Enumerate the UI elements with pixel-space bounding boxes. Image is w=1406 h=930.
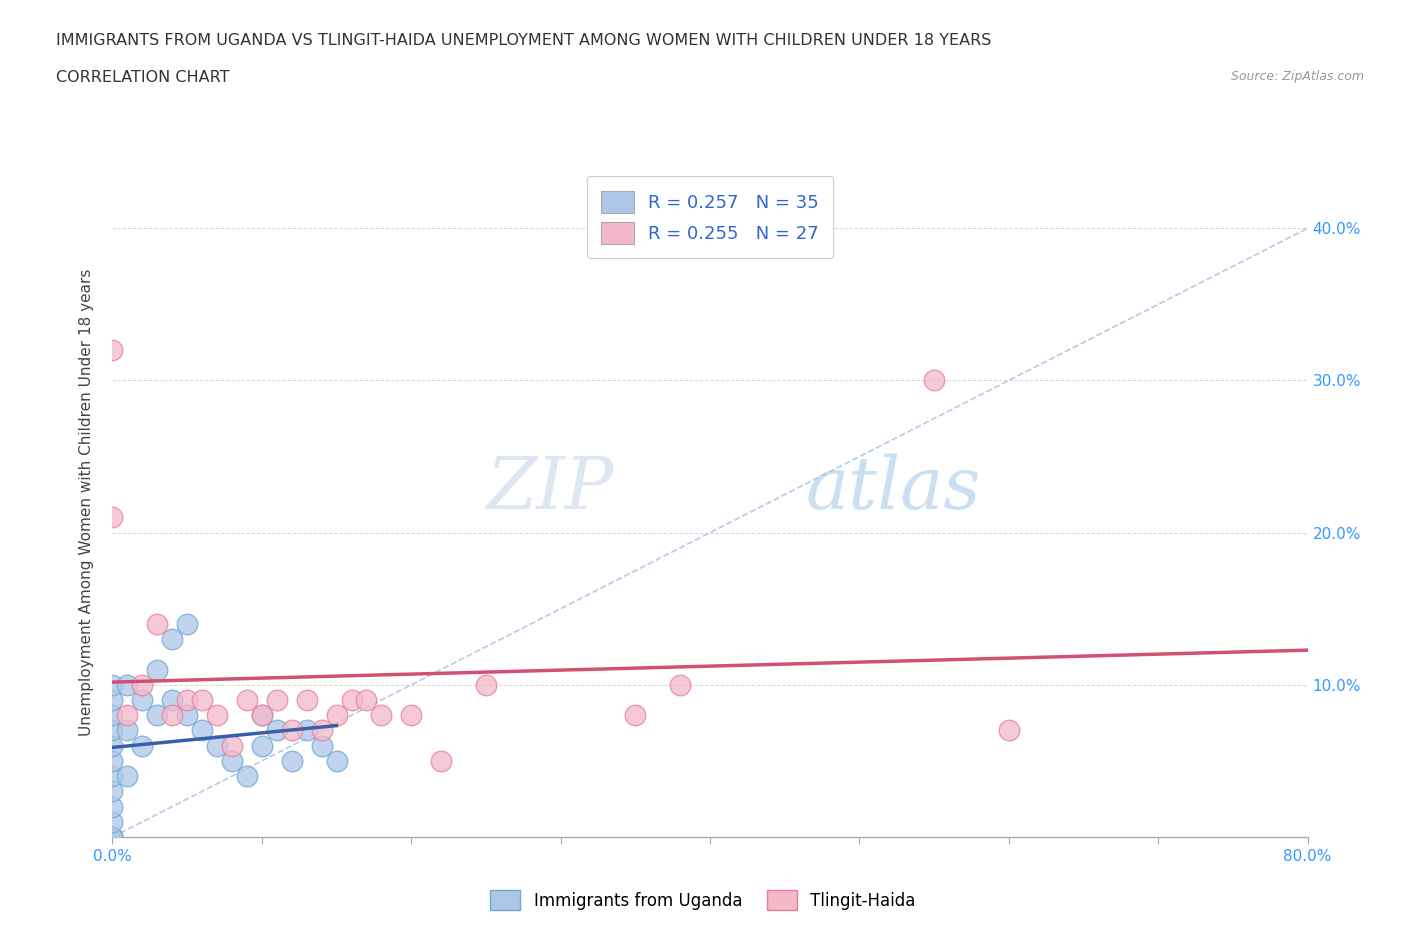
Point — [430, 753, 453, 768]
Point — [101, 738, 124, 753]
Point — [146, 708, 169, 723]
Point — [101, 830, 124, 844]
Point — [117, 677, 139, 692]
Point — [101, 799, 124, 814]
Point — [101, 830, 124, 844]
Text: ZIP: ZIP — [486, 454, 614, 525]
Point — [101, 708, 124, 723]
Point — [101, 510, 124, 525]
Point — [922, 373, 945, 388]
Text: IMMIGRANTS FROM UGANDA VS TLINGIT-HAIDA UNEMPLOYMENT AMONG WOMEN WITH CHILDREN U: IMMIGRANTS FROM UGANDA VS TLINGIT-HAIDA … — [56, 33, 991, 47]
Y-axis label: Unemployment Among Women with Children Under 18 years: Unemployment Among Women with Children U… — [79, 269, 94, 736]
Point — [146, 617, 169, 631]
Point — [117, 723, 139, 737]
Point — [475, 677, 498, 692]
Point — [205, 738, 228, 753]
Point — [176, 693, 198, 708]
Point — [101, 677, 124, 692]
Point — [624, 708, 647, 723]
Point — [221, 753, 243, 768]
Text: atlas: atlas — [806, 454, 981, 525]
Point — [669, 677, 692, 692]
Point — [191, 723, 214, 737]
Legend: R = 0.257   N = 35, R = 0.255   N = 27: R = 0.257 N = 35, R = 0.255 N = 27 — [586, 177, 834, 259]
Point — [250, 708, 273, 723]
Point — [101, 693, 124, 708]
Point — [205, 708, 228, 723]
Point — [250, 708, 273, 723]
Point — [176, 708, 198, 723]
Text: CORRELATION CHART: CORRELATION CHART — [56, 70, 229, 85]
Point — [311, 723, 333, 737]
Point — [101, 723, 124, 737]
Point — [101, 342, 124, 357]
Point — [117, 708, 139, 723]
Point — [311, 738, 333, 753]
Point — [176, 617, 198, 631]
Point — [340, 693, 363, 708]
Point — [325, 753, 347, 768]
Point — [250, 738, 273, 753]
Point — [236, 769, 259, 784]
Point — [101, 830, 124, 844]
Point — [101, 753, 124, 768]
Point — [101, 815, 124, 830]
Point — [356, 693, 378, 708]
Legend: Immigrants from Uganda, Tlingit-Haida: Immigrants from Uganda, Tlingit-Haida — [484, 884, 922, 917]
Point — [131, 693, 153, 708]
Point — [401, 708, 423, 723]
Point — [370, 708, 392, 723]
Point — [162, 631, 183, 646]
Point — [117, 769, 139, 784]
Point — [146, 662, 169, 677]
Point — [281, 723, 304, 737]
Point — [281, 753, 304, 768]
Text: Source: ZipAtlas.com: Source: ZipAtlas.com — [1230, 70, 1364, 83]
Point — [325, 708, 347, 723]
Point — [162, 693, 183, 708]
Point — [221, 738, 243, 753]
Point — [162, 708, 183, 723]
Point — [131, 677, 153, 692]
Point — [295, 723, 318, 737]
Point — [236, 693, 259, 708]
Point — [101, 784, 124, 799]
Point — [131, 738, 153, 753]
Point — [101, 769, 124, 784]
Point — [295, 693, 318, 708]
Point — [998, 723, 1021, 737]
Point — [266, 693, 288, 708]
Point — [266, 723, 288, 737]
Point — [191, 693, 214, 708]
